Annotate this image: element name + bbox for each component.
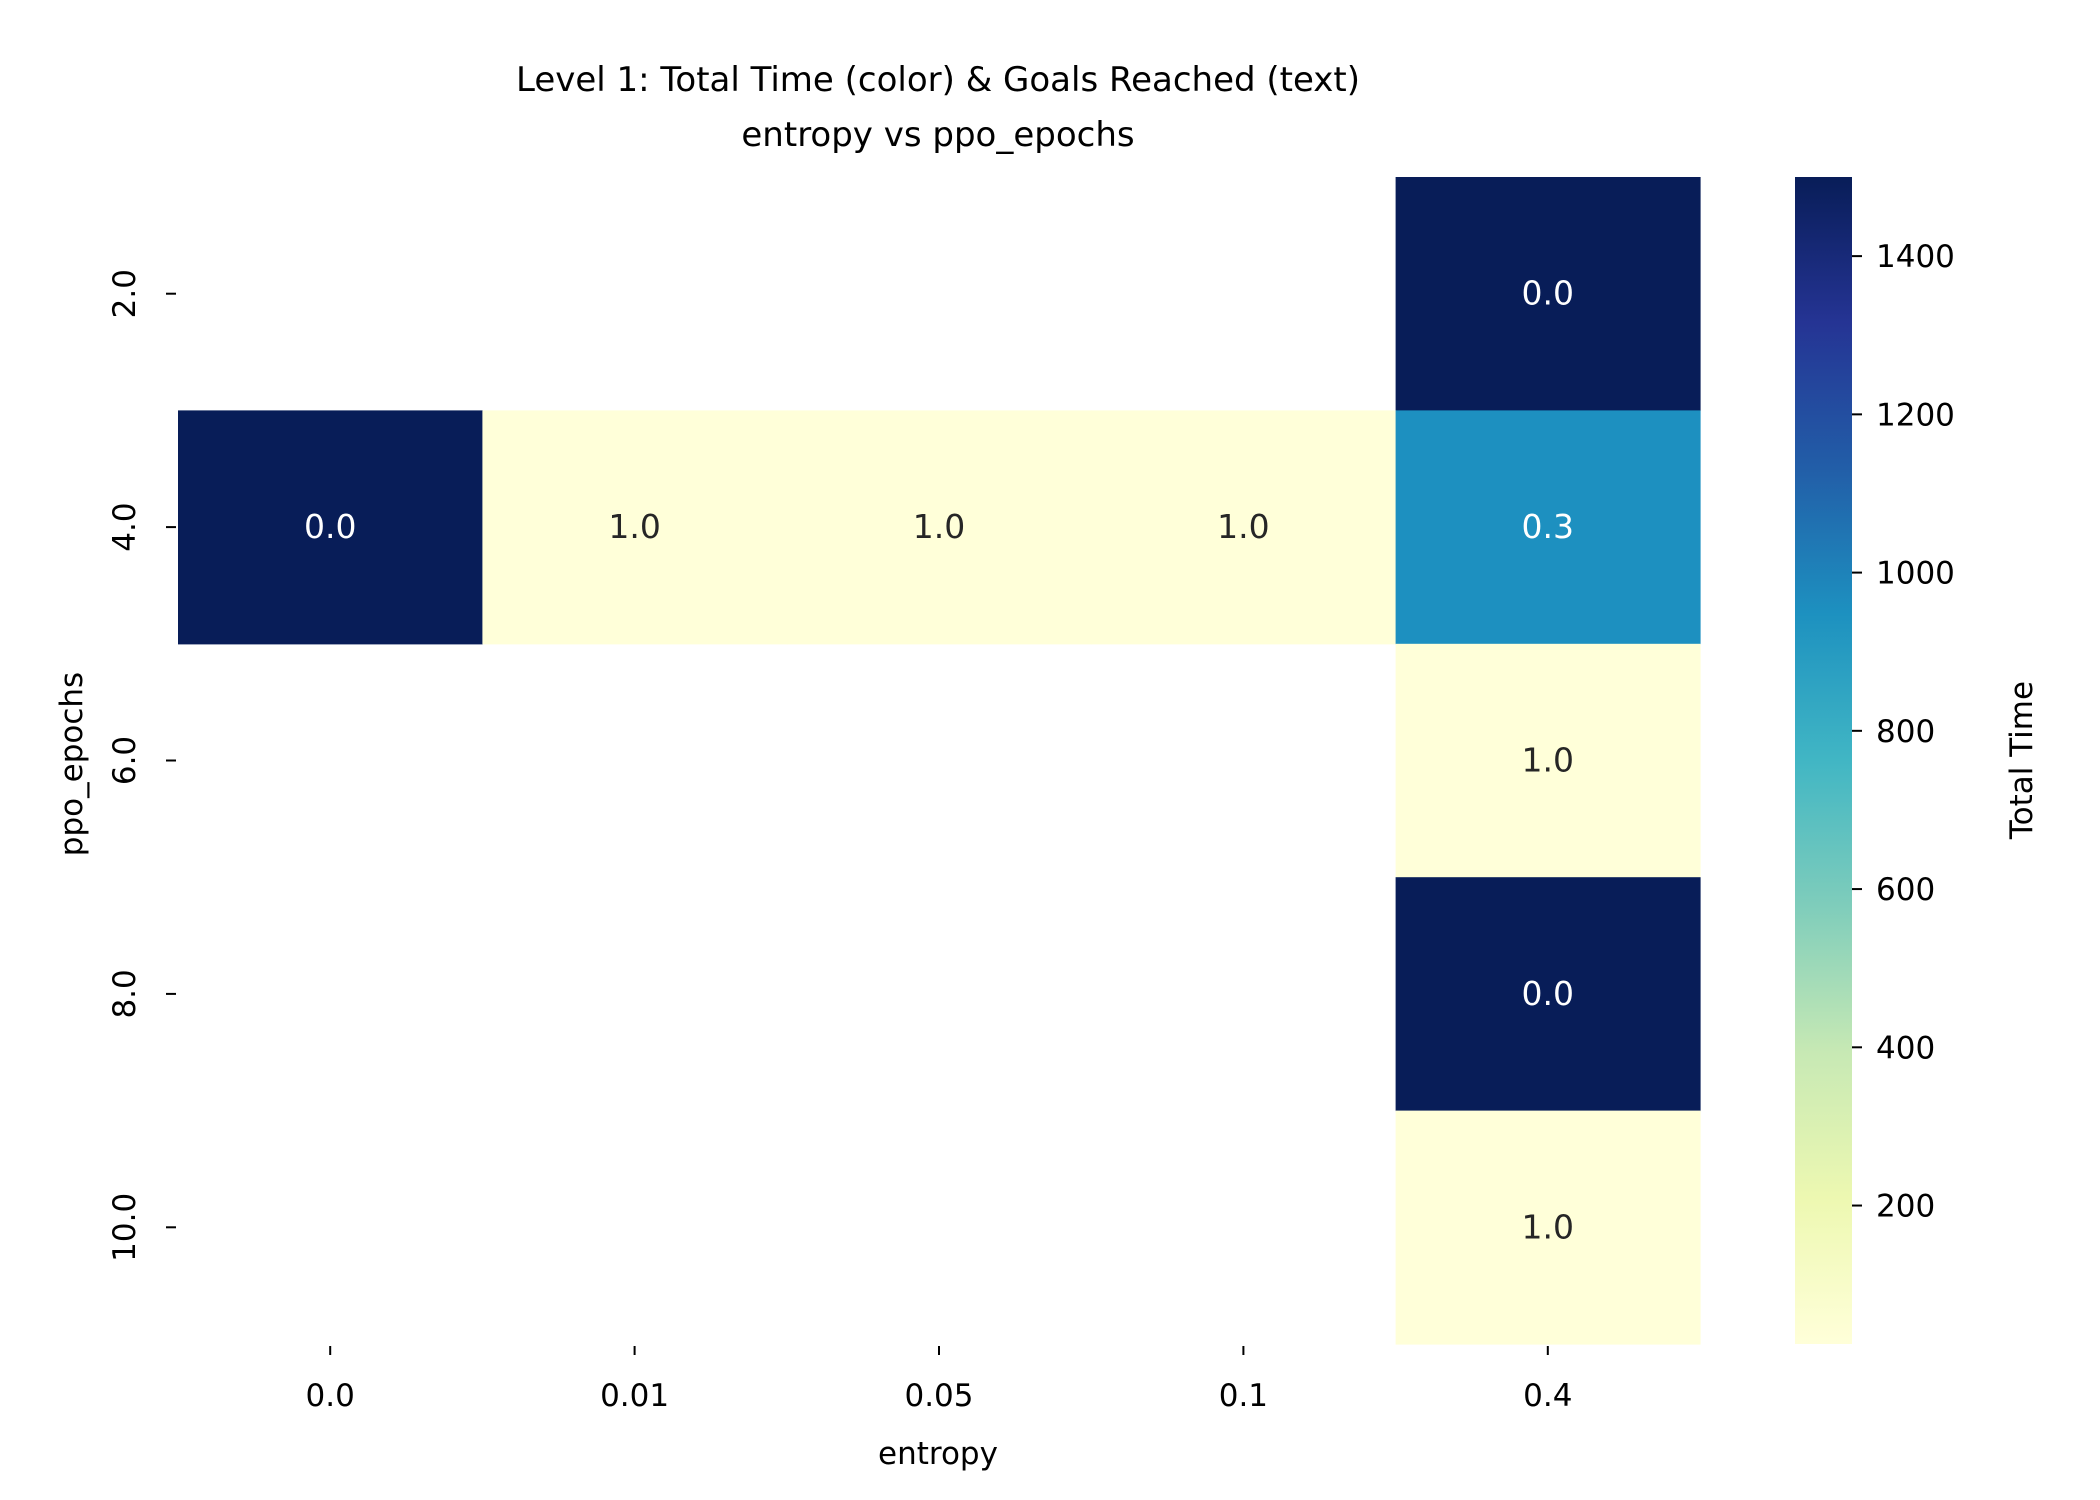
cell-value-label: 1.0 — [1217, 507, 1269, 546]
chart-title: Level 1: Total Time (color) & Goals Reac… — [516, 60, 1360, 100]
heatmap-cell-labels: 0.0 0.0 1.0 1.0 1.0 0.3 1.0 0.0 1.0 — [304, 274, 1574, 1247]
cell-value-label: 1.0 — [913, 507, 965, 546]
cell-value-label: 0.0 — [1522, 974, 1574, 1013]
y-axis: 2.0 4.0 6.0 8.0 10.0 — [107, 269, 176, 1262]
x-axis: 0.0 0.01 0.05 0.1 0.4 — [306, 1346, 1572, 1414]
x-tick-label: 0.01 — [600, 1378, 669, 1414]
y-tick-label: 10.0 — [107, 1193, 143, 1262]
y-tick-label: 8.0 — [107, 969, 143, 1018]
y-tick-label: 2.0 — [107, 269, 143, 318]
x-axis-label: entropy — [878, 1436, 998, 1472]
cell-value-label: 0.0 — [1522, 274, 1574, 313]
heatmap-cells — [178, 177, 1701, 1345]
cell-value-label: 1.0 — [608, 507, 660, 546]
colorbar-tick-label: 200 — [1876, 1189, 1935, 1225]
cell-value-label: 0.3 — [1522, 507, 1574, 546]
colorbar-tick-label: 800 — [1876, 714, 1935, 750]
colorbar-tick-label: 400 — [1876, 1030, 1935, 1066]
colorbar-tick-label: 1000 — [1876, 556, 1955, 592]
heatmap-cell — [1091, 410, 1397, 645]
y-tick-label: 4.0 — [107, 502, 143, 551]
x-tick-label: 0.1 — [1219, 1378, 1268, 1414]
heatmap-cell — [178, 410, 483, 645]
y-axis-label: ppo_epochs — [54, 672, 90, 856]
cell-value-label: 1.0 — [1522, 1207, 1574, 1246]
colorbar-tick-label: 1400 — [1876, 239, 1955, 275]
heatmap-cell — [1395, 410, 1701, 645]
x-tick-label: 0.05 — [904, 1378, 973, 1414]
colorbar-tick-label: 1200 — [1876, 397, 1955, 433]
heatmap-cell — [1395, 177, 1701, 411]
colorbar-ticks: 200 400 600 800 1000 1200 1400 — [1852, 239, 1955, 1225]
heatmap-cell — [1395, 877, 1701, 1112]
colorbar — [1795, 177, 1852, 1344]
cell-value-label: 0.0 — [304, 507, 356, 546]
heatmap-cell — [1395, 1110, 1701, 1345]
x-tick-label: 0.0 — [306, 1378, 355, 1414]
heatmap-cell — [1395, 643, 1701, 878]
heatmap-cell — [786, 410, 1092, 645]
y-tick-label: 6.0 — [107, 736, 143, 785]
colorbar-label: Total Time — [2004, 681, 2040, 840]
x-tick-label: 0.4 — [1523, 1378, 1572, 1414]
heatmap-cell — [482, 410, 788, 645]
chart-subtitle: entropy vs ppo_epochs — [741, 115, 1134, 155]
cell-value-label: 1.0 — [1522, 741, 1574, 780]
colorbar-tick-label: 600 — [1876, 872, 1935, 908]
